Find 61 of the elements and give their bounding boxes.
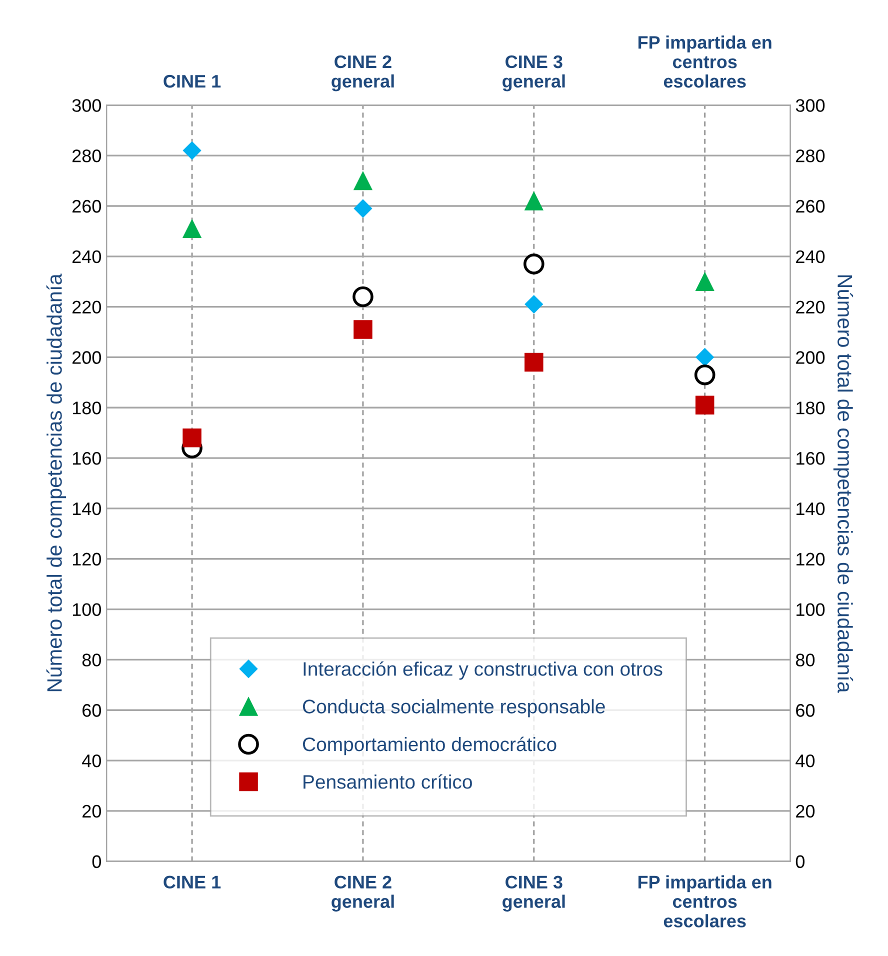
y2-tick-label: 100 (796, 603, 825, 616)
point (182, 428, 202, 448)
y-tick-label: 160 (72, 452, 101, 465)
x-tick-label: CINE 1 (164, 876, 221, 889)
y2-tick-label: 0 (796, 855, 805, 868)
y2-tick-label: 180 (796, 402, 825, 414)
y-tick-label: 100 (72, 603, 101, 616)
y-tick-label: 220 (72, 300, 101, 314)
point (352, 286, 374, 308)
y-tick-label: 0 (92, 855, 101, 868)
point (354, 320, 372, 339)
y2-tick-label: 260 (796, 200, 825, 213)
y-tick-label: 80 (82, 654, 101, 666)
x-tick-label: CINE 2 general (332, 876, 394, 912)
point (523, 254, 544, 274)
point (695, 396, 714, 414)
legend-label: Interacción eficaz y constructiva con otros (304, 661, 662, 680)
point (696, 348, 714, 366)
y2-tick-label: 160 (796, 452, 825, 465)
y2-tick-label: 60 (796, 704, 815, 717)
y-axis-title: Número total de competencias de ciudadanía (46, 274, 66, 692)
y2-tick-label: 240 (796, 250, 825, 264)
point (182, 141, 202, 160)
y-tick-label: 40 (82, 754, 101, 768)
y2-tick-label: 40 (796, 754, 815, 768)
y-tick-label: 200 (72, 351, 101, 364)
y-tick-label: 240 (72, 250, 101, 264)
y2-tick-label: 80 (796, 654, 815, 666)
legend-label: Conducta socialmente responsable (302, 699, 605, 718)
point (524, 352, 544, 372)
point (524, 192, 544, 210)
x-tick-label: CINE 3 general (502, 876, 565, 912)
y-tick-label: 180 (72, 402, 101, 414)
y2-tick-label: 300 (796, 99, 825, 112)
category-label: FP impartida en centros escolares (638, 36, 772, 88)
y-tick-label: 280 (72, 150, 101, 162)
legend-label: Comportamiento democrático (302, 736, 556, 756)
point (695, 272, 714, 291)
y2-tick-label: 220 (796, 300, 825, 314)
y2-tick-label: 20 (796, 804, 815, 818)
y-tick-label: 120 (72, 552, 101, 566)
y-tick-label: 300 (72, 99, 101, 112)
y2-tick-label: 200 (796, 351, 825, 364)
y2-tick-label: 120 (796, 552, 825, 566)
point (694, 364, 716, 386)
y-tick-label: 20 (82, 804, 101, 818)
y2-tick-label: 280 (796, 150, 825, 162)
legend-label: Pensamiento crítico (304, 774, 472, 789)
category-label: CINE 2 general (332, 55, 394, 92)
category-label: CINE 1 (164, 74, 221, 88)
point (182, 219, 202, 238)
x-tick-label: FP impartida en centros escolares (638, 875, 772, 928)
y2-axis-title: Número total de competencias de ciudadanía (833, 275, 854, 693)
category-label: CINE 3 general (502, 55, 565, 92)
y-tick-label: 140 (72, 502, 101, 516)
y-tick-label: 60 (82, 704, 101, 717)
point (354, 199, 372, 218)
y2-tick-label: 140 (796, 502, 825, 516)
point (354, 171, 372, 190)
y-tick-label: 260 (72, 200, 101, 213)
point (524, 295, 544, 314)
